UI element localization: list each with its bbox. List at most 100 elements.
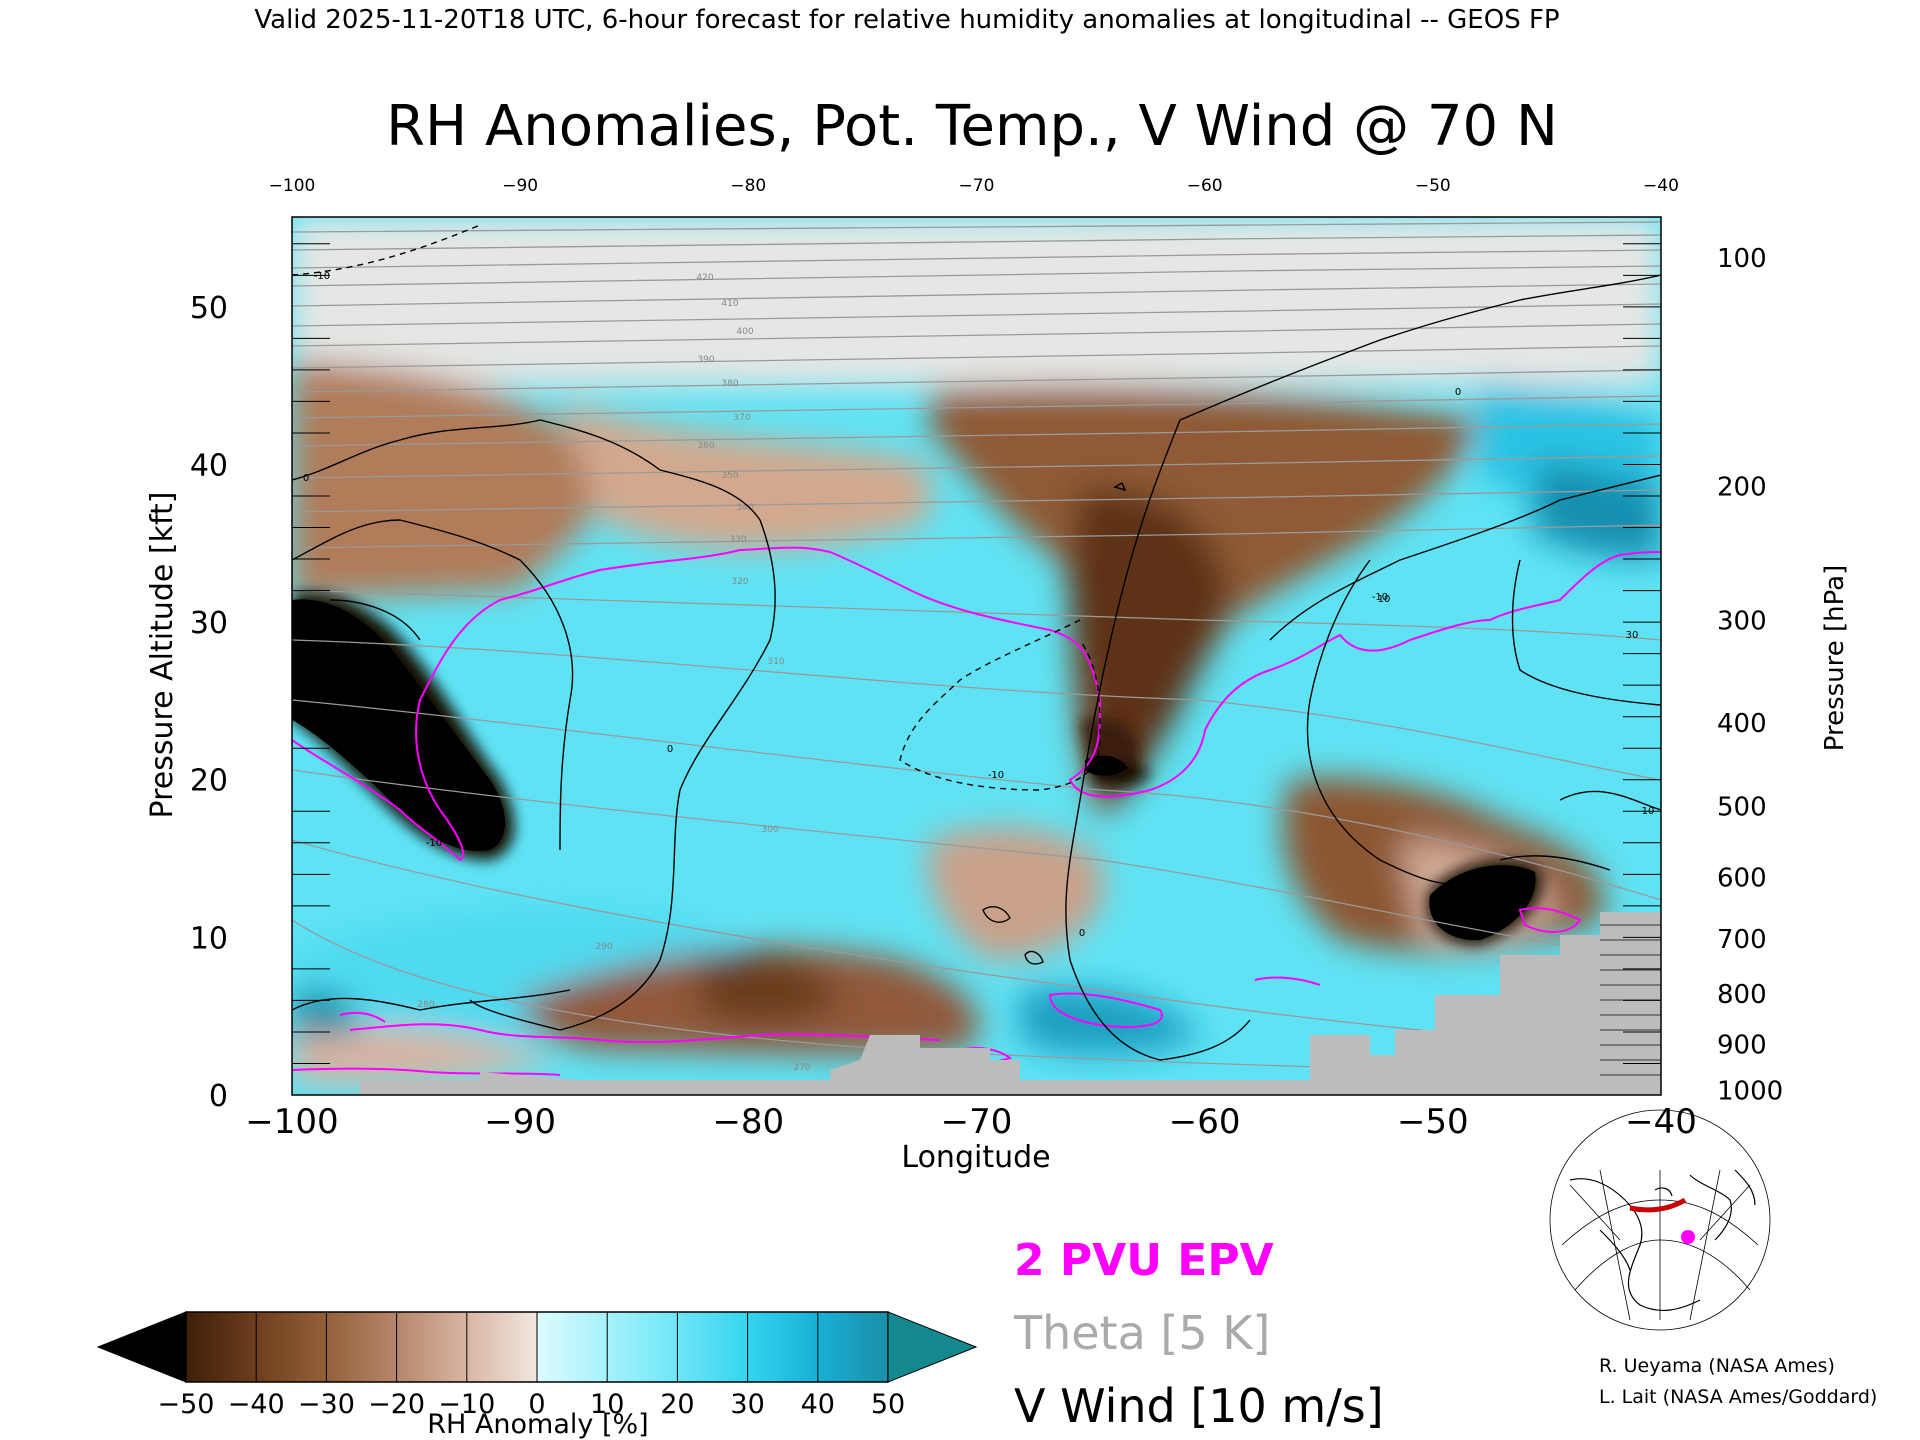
colorbar-label: RH Anomaly [%] xyxy=(427,1409,648,1440)
svg-text:320: 320 xyxy=(731,577,748,587)
svg-text:10: 10 xyxy=(1378,594,1391,605)
y-tick-label: 40 xyxy=(190,448,228,483)
svg-text:360: 360 xyxy=(697,441,714,451)
right-tick-label: 900 xyxy=(1717,1031,1767,1061)
rh-anomaly-field xyxy=(292,217,1661,1084)
legend-theta: Theta [5 K] xyxy=(1013,1306,1270,1360)
colorbar: −50 −40 −30 −20 −10 0 10 20 30 40 50 RH Anomaly [%… xyxy=(96,1311,978,1440)
x-tick-label: −80 xyxy=(712,1102,784,1142)
theta-labels: 420 410 400 390 380 370 360 350 340 330 … xyxy=(417,273,810,1073)
vwind-dashed xyxy=(292,224,1101,791)
svg-text:0: 0 xyxy=(303,473,309,484)
colorbar-tick-label: 40 xyxy=(801,1389,835,1420)
svg-text:-10: -10 xyxy=(314,271,330,282)
svg-text:0: 0 xyxy=(1455,387,1461,398)
right-tick-label: 400 xyxy=(1717,709,1767,739)
right-tick-label: 700 xyxy=(1717,925,1767,955)
y-tick-label: 20 xyxy=(190,764,228,799)
legend-epv: 2 PVU EPV xyxy=(1014,1235,1274,1286)
x-tick-label: −40 xyxy=(1625,1102,1697,1142)
colorbar-low-arrow xyxy=(96,1311,187,1383)
x-top-tick-label: −70 xyxy=(959,176,995,196)
y-tick-label: 50 xyxy=(190,291,228,326)
svg-text:370: 370 xyxy=(733,413,750,423)
vwind-contours xyxy=(292,274,1661,1061)
terrain-mask xyxy=(360,912,1661,1095)
left-axis-labels: 0 10 20 30 40 50 xyxy=(190,291,228,1114)
vwind-labels: -10 0 -10 0 -10 -10 0 10 30 10 0 xyxy=(303,271,1655,939)
terrain-grid xyxy=(1600,924,1661,1076)
x-tick-label: −50 xyxy=(1397,1102,1469,1142)
colorbar-tick-label: −20 xyxy=(368,1389,425,1420)
x-top-tick-label: −100 xyxy=(269,176,316,196)
y-tick-label: 10 xyxy=(190,921,228,956)
x-tick-label: −60 xyxy=(1169,1102,1241,1142)
y-tick-label: 0 xyxy=(209,1079,228,1114)
svg-text:-10: -10 xyxy=(426,838,442,849)
svg-text:310: 310 xyxy=(767,657,784,667)
location-marker xyxy=(1681,1230,1695,1244)
svg-text:-10: -10 xyxy=(1372,592,1388,603)
svg-text:0: 0 xyxy=(667,744,673,755)
right-tick-label: 500 xyxy=(1717,793,1767,823)
legend-vwind: V Wind [10 m/s] xyxy=(1014,1379,1384,1433)
right-axis-ticks xyxy=(1623,243,1661,1064)
x-tick-label: −70 xyxy=(941,1102,1013,1142)
y-tick-label: 30 xyxy=(190,606,228,641)
x-axis-title: Longitude xyxy=(901,1140,1050,1175)
colorbar-tick-label: −40 xyxy=(228,1389,285,1420)
colorbar-tick-label: −50 xyxy=(158,1389,215,1420)
x-top-tick-label: −80 xyxy=(730,176,766,196)
svg-text:270: 270 xyxy=(793,1063,810,1073)
colorbar-tick-label: −10 xyxy=(438,1389,495,1420)
y-axis-title-right: Pressure [hPa] xyxy=(1820,565,1850,752)
svg-text:30: 30 xyxy=(1626,630,1639,641)
colorbar-tick-label: 0 xyxy=(528,1389,545,1420)
plot-area: 420 410 400 390 380 370 360 350 340 330 … xyxy=(292,217,1661,1095)
right-tick-label: 800 xyxy=(1717,980,1767,1010)
colorbar-tick-label: 20 xyxy=(660,1389,694,1420)
credit-line-1: R. Ueyama (NASA Ames) xyxy=(1599,1355,1835,1377)
colorbar-tick-label: 50 xyxy=(871,1389,905,1420)
small-contour xyxy=(982,906,1011,923)
svg-text:280: 280 xyxy=(417,1000,434,1010)
top-axis-labels: −100 −90 −80 −70 −60 −50 −40 xyxy=(269,176,1679,196)
svg-text:400: 400 xyxy=(736,327,753,337)
left-axis-ticks xyxy=(292,243,330,1064)
small-contour xyxy=(1024,950,1044,965)
y-axis-title-left: Pressure Altitude [kft] xyxy=(145,492,180,819)
svg-text:410: 410 xyxy=(721,299,738,309)
section-line xyxy=(1629,1197,1687,1213)
credit-line-2: L. Lait (NASA Ames/Goddard) xyxy=(1599,1386,1877,1408)
header-text: Valid 2025-11-20T18 UTC, 6-hour forecast… xyxy=(254,5,1559,35)
right-tick-label: 1000 xyxy=(1717,1076,1783,1106)
right-tick-label: 600 xyxy=(1717,863,1767,893)
svg-text:330: 330 xyxy=(729,535,746,545)
plot-frame xyxy=(291,216,1662,1096)
svg-text:380: 380 xyxy=(721,379,738,389)
colorbar-tick-label: 10 xyxy=(590,1389,624,1420)
svg-text:-10: -10 xyxy=(988,770,1004,781)
chart-title: RH Anomalies, Pot. Temp., V Wind @ 70 N xyxy=(386,94,1558,159)
right-tick-label: 100 xyxy=(1717,244,1767,274)
svg-text:350: 350 xyxy=(721,471,738,481)
right-tick-label: 300 xyxy=(1717,607,1767,637)
colorbar-dividers xyxy=(255,1312,819,1382)
x-top-tick-label: −90 xyxy=(502,176,538,196)
x-top-tick-label: −60 xyxy=(1187,176,1223,196)
svg-text:340: 340 xyxy=(736,503,753,513)
right-axis-labels: 100 200 300 400 500 600 700 800 900 1000 xyxy=(1717,244,1783,1106)
svg-text:300: 300 xyxy=(761,825,778,835)
colorbar-high-arrow xyxy=(887,1311,978,1383)
small-contour xyxy=(1113,482,1127,492)
colorbar-tick-label: 30 xyxy=(730,1389,764,1420)
x-tick-label: −100 xyxy=(245,1102,338,1142)
globe-locator-icon xyxy=(1549,1109,1771,1331)
colorbar-tick-labels: −50 −40 −30 −20 −10 0 10 20 30 40 50 xyxy=(158,1389,906,1420)
svg-text:420: 420 xyxy=(696,273,713,283)
svg-text:0: 0 xyxy=(1079,928,1085,939)
epv-contour xyxy=(292,546,1661,1076)
bottom-axis-labels: −100 −90 −80 −70 −60 −50 −40 xyxy=(245,1102,1697,1142)
x-tick-label: −90 xyxy=(484,1102,556,1142)
